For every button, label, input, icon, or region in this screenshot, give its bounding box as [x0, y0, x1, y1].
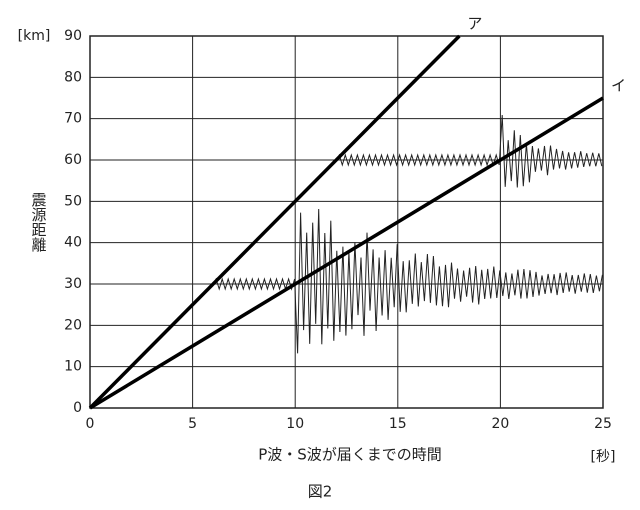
y-tick-label: 30 [64, 276, 82, 292]
seismogram [335, 114, 603, 188]
x-tick-label: 5 [188, 416, 197, 432]
x-tick-label: 0 [86, 416, 95, 432]
x-unit: [秒] [591, 449, 616, 465]
series-line [89, 96, 604, 410]
x-tick-label: 25 [594, 416, 612, 432]
plot-frame [89, 35, 604, 409]
x-tick-label: 10 [286, 416, 304, 432]
x-tick-label: 15 [389, 416, 407, 432]
series-line [88, 34, 461, 410]
y-tick-label: 60 [64, 152, 82, 168]
caption: 図2 [308, 483, 333, 501]
y-tick-label: 0 [73, 400, 82, 416]
y-tick-label: 90 [64, 28, 82, 44]
series-label: ア [467, 15, 482, 33]
y-tick-label: 70 [64, 111, 82, 127]
seismogram [212, 208, 603, 354]
y-unit: [km] [18, 28, 51, 44]
y-tick-label: 20 [64, 317, 82, 333]
y-tick-label: 10 [64, 359, 82, 375]
y-tick-label: 40 [64, 235, 82, 251]
y-label: 震源距離 [30, 192, 48, 252]
x-tick-label: 20 [491, 416, 509, 432]
y-tick-label: 50 [64, 193, 82, 209]
y-tick-label: 80 [64, 69, 82, 85]
series-label: イ [611, 77, 626, 95]
x-label: P波・S波が届くまでの時間 [258, 446, 442, 464]
